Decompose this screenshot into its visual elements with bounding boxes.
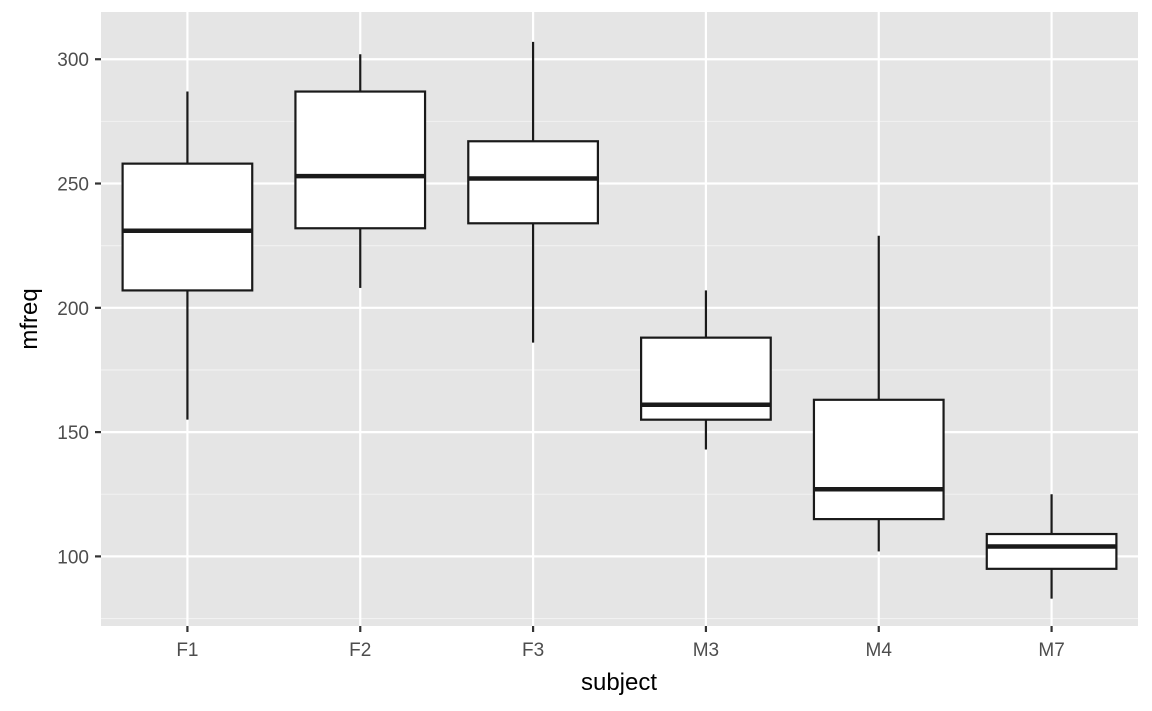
boxes [121, 41, 1118, 599]
box-iqr [812, 398, 945, 521]
box-m4 [812, 235, 945, 552]
box-iqr [294, 90, 427, 230]
box-m7 [985, 494, 1118, 599]
x-tick-label: F1 [176, 640, 198, 661]
x-tick-label: F3 [522, 640, 544, 661]
y-tick-label: 200 [57, 299, 89, 320]
box-iqr [467, 140, 599, 225]
y-tick-label: 150 [57, 423, 89, 444]
box-f1 [121, 91, 254, 420]
x-tick-label: M4 [866, 640, 893, 661]
x-axis-title: subject [581, 669, 657, 696]
box-iqr [985, 532, 1118, 570]
y-tick-label: 250 [57, 175, 89, 196]
x-axis: F1 F2 F3 M3 M4 M7 [176, 626, 1065, 661]
box-iqr [640, 336, 772, 421]
plot-panel [101, 12, 1138, 626]
box-iqr [121, 162, 254, 292]
y-axis: 100 150 200 250 300 [57, 50, 101, 568]
box-f3 [467, 41, 599, 343]
y-tick-label: 300 [57, 50, 89, 71]
box-f2 [294, 54, 427, 288]
x-tick-label: M7 [1038, 640, 1064, 661]
x-tick-label: F2 [349, 640, 371, 661]
y-axis-title: mfreq [16, 288, 43, 349]
y-tick-label: 100 [57, 547, 89, 568]
box-m3 [640, 290, 772, 450]
x-tick-label: M3 [693, 640, 719, 661]
